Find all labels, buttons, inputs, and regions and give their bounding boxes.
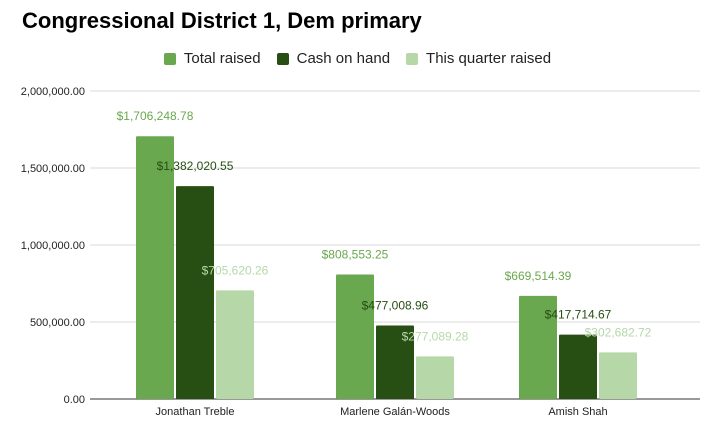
legend: Total raised Cash on hand This quarter r… — [0, 50, 715, 67]
legend-swatch-cash-on-hand — [276, 52, 289, 65]
data-label: $477,008.96 — [362, 299, 429, 313]
legend-swatch-this-quarter-raised — [406, 52, 419, 65]
data-label: $808,553.25 — [322, 247, 389, 261]
data-label: $1,382,020.55 — [157, 159, 234, 173]
y-tick-label: 1,500,000.00 — [21, 163, 85, 175]
legend-item-cash-on-hand: Cash on hand — [276, 50, 391, 67]
legend-item-this-quarter-raised: This quarter raised — [406, 50, 551, 67]
legend-label-cash-on-hand: Cash on hand — [296, 50, 391, 67]
y-tick-label: 500,000.00 — [30, 317, 85, 329]
bar — [136, 136, 174, 400]
legend-swatch-total-raised — [163, 52, 176, 65]
legend-label-total-raised: Total raised — [183, 50, 261, 67]
bar — [176, 186, 214, 399]
data-label: $302,682.72 — [585, 325, 652, 339]
bar — [559, 334, 597, 399]
bar — [519, 295, 557, 399]
bar — [376, 325, 414, 399]
y-tick-label: 1,000,000.00 — [21, 240, 85, 252]
chart-title: Congressional District 1, Dem primary — [22, 8, 422, 33]
y-tick-label: 0.00 — [64, 394, 85, 406]
data-label: $669,514.39 — [505, 269, 572, 283]
legend-item-total-raised: Total raised — [163, 50, 261, 67]
bar — [216, 290, 254, 399]
bar — [336, 274, 374, 399]
data-label: $705,620.26 — [202, 263, 269, 277]
data-label: $277,089.28 — [402, 329, 469, 343]
y-tick-label: 2,000,000.00 — [21, 86, 85, 98]
x-tick-label: Marlene Galán-Woods — [340, 406, 450, 418]
data-label: $1,706,248.78 — [117, 109, 194, 123]
data-label: $417,714.67 — [545, 308, 612, 322]
x-tick-label: Jonathan Treble — [156, 406, 235, 418]
x-tick-label: Amish Shah — [548, 406, 607, 418]
bar — [599, 352, 637, 399]
bar — [416, 356, 454, 399]
legend-label-this-quarter-raised: This quarter raised — [426, 50, 552, 67]
